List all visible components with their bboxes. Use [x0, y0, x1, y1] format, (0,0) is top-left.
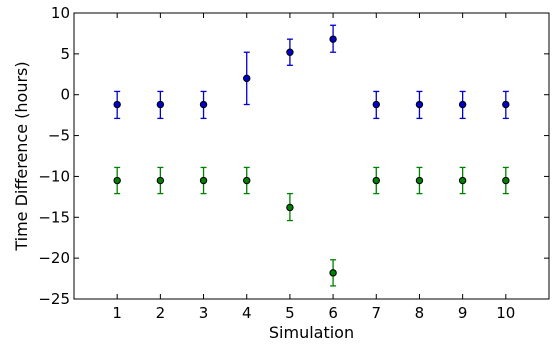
x-tick-label: 4 [242, 304, 252, 322]
y-tick-label: −20 [38, 249, 70, 267]
y-tick-label: −25 [38, 290, 70, 308]
series-0 [113, 24, 510, 120]
data-point [415, 176, 424, 185]
data-point [458, 100, 467, 109]
data-point [329, 35, 337, 43]
series-layer [113, 24, 510, 287]
data-point [156, 100, 165, 109]
data-point [199, 176, 208, 185]
axes-layer: 1 2 3 4 5 6 7 8 9 10 −25 −20 −15 −10 −5 0 5 10 [38, 4, 549, 322]
data-point [113, 100, 121, 109]
data-point [502, 176, 510, 185]
data-point [113, 176, 121, 185]
data-point [243, 74, 251, 83]
plot-frame [73, 12, 550, 300]
data-point [286, 48, 294, 56]
x-tick-label: 6 [328, 304, 338, 322]
data-point [243, 176, 251, 185]
x-tick-label: 1 [112, 304, 122, 322]
data-point [286, 203, 294, 212]
data-point [502, 100, 510, 109]
series-1 [113, 166, 510, 287]
x-tick-label: 8 [415, 304, 425, 322]
data-point [415, 100, 424, 109]
x-tick-label: 3 [199, 304, 209, 322]
x-tick-label: 2 [156, 304, 166, 322]
data-point [156, 176, 165, 185]
data-point [199, 100, 208, 109]
data-point [372, 176, 380, 185]
y-tick-label: −5 [48, 127, 70, 145]
y-axis-title: Time Difference (hours) [12, 61, 31, 251]
x-tick-label: 5 [285, 304, 295, 322]
data-point [372, 100, 380, 109]
y-tick-label: 10 [51, 4, 70, 22]
x-tick-label: 7 [371, 304, 381, 322]
y-tick-label: 5 [60, 45, 70, 63]
data-point [458, 176, 467, 185]
x-tick-label: 9 [458, 304, 468, 322]
y-tick-label: −10 [38, 167, 70, 185]
y-tick-label: 0 [60, 86, 70, 104]
y-tick-label: −15 [38, 208, 70, 226]
x-tick-label: 10 [496, 304, 515, 322]
x-axis-title: Simulation [269, 323, 354, 342]
data-point [329, 269, 337, 277]
